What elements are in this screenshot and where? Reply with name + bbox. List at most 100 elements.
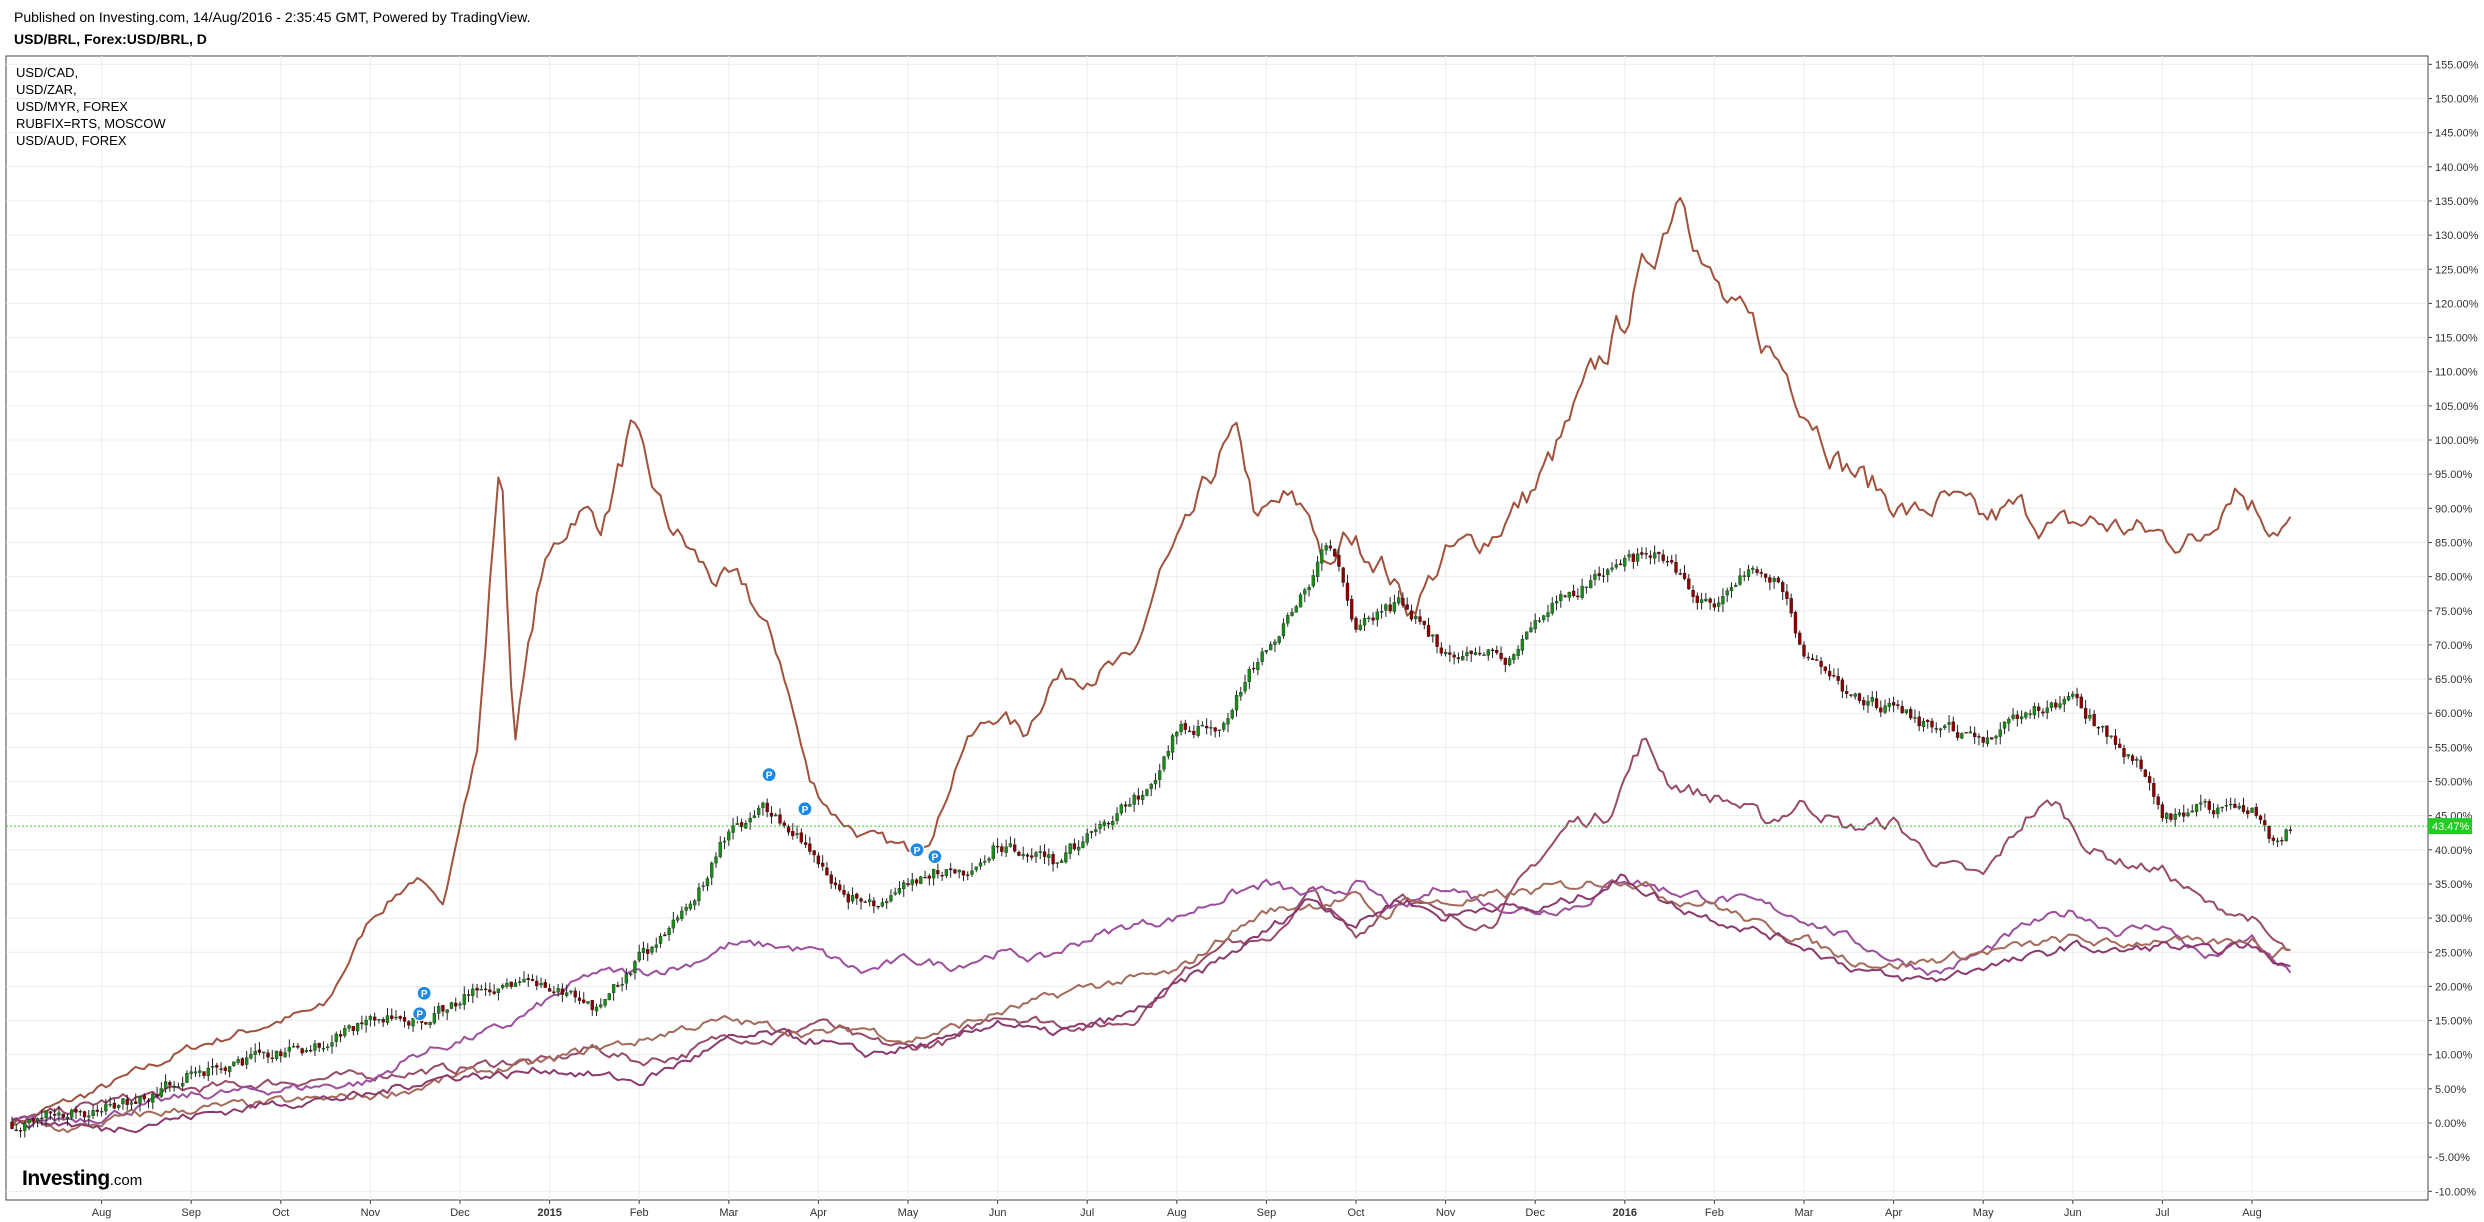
candle-body	[347, 1025, 351, 1029]
candle-body	[172, 1085, 176, 1088]
candle-body	[1384, 604, 1388, 611]
candle-body	[2135, 758, 2139, 761]
candle-body	[1273, 641, 1277, 645]
candle-body	[462, 994, 466, 1005]
candle-body	[2062, 699, 2066, 705]
symbol-title[interactable]: USD/BRL, Forex:USD/BRL, D	[14, 31, 207, 47]
candle-body	[2049, 702, 2054, 708]
candle-body	[108, 1104, 112, 1106]
candle-body	[1414, 615, 1418, 620]
series-line	[11, 880, 2291, 1134]
candle-body	[1435, 634, 1439, 647]
candle-body	[1840, 679, 1845, 692]
y-tick-label: 85.00%	[2435, 537, 2473, 549]
candle-body	[2130, 755, 2135, 761]
candle-body	[2258, 815, 2263, 821]
candle-body	[966, 874, 970, 876]
candle-body	[577, 997, 582, 1001]
candle-body	[304, 1050, 309, 1053]
candle-body	[1832, 675, 1836, 677]
candle-body	[1563, 595, 1567, 597]
candle-body	[10, 1121, 14, 1129]
candle-body	[287, 1047, 291, 1052]
candle-body	[1298, 594, 1303, 608]
y-tick-label: 135.00%	[2435, 196, 2479, 208]
candle-body	[61, 1113, 65, 1118]
candle-body	[1392, 602, 1397, 612]
candle-body	[1141, 795, 1145, 800]
candle-body	[2152, 783, 2156, 797]
x-tick-label: 2015	[537, 1207, 561, 1219]
candle-body	[1000, 846, 1004, 852]
candle-body	[1085, 833, 1089, 843]
candle-body	[970, 870, 974, 875]
candle-body	[227, 1066, 232, 1073]
event-marker-icon[interactable]	[927, 849, 943, 865]
candle-body	[603, 998, 607, 1006]
y-tick-label: 105.00%	[2435, 401, 2479, 413]
y-tick-label: 30.00%	[2435, 913, 2473, 925]
candle-body	[1614, 564, 1618, 568]
candle-body	[914, 879, 919, 884]
candle-body	[1909, 709, 1913, 719]
candle-body	[488, 989, 492, 993]
candle-body	[987, 858, 991, 861]
candle-body	[1205, 725, 1209, 729]
legend-item-usd-zar[interactable]: USD/ZAR,	[16, 82, 77, 97]
legend-item-usd-cad[interactable]: USD/CAD,	[16, 65, 79, 80]
candle-body	[701, 885, 705, 887]
candle-body	[1247, 669, 1251, 682]
candle-body	[2024, 712, 2028, 718]
y-tick-label: 55.00%	[2435, 742, 2473, 754]
candle-body	[1034, 852, 1038, 857]
y-tick-label: 75.00%	[2435, 606, 2473, 618]
candle-body	[1938, 728, 1943, 731]
candle-body	[590, 1000, 594, 1011]
y-tick-label: 25.00%	[2435, 947, 2473, 959]
candle-body	[1209, 727, 1213, 729]
candle-body	[2211, 810, 2216, 815]
investing-logo[interactable]: Investing.com	[22, 1167, 142, 1191]
legend-item-usd-aud[interactable]: USD/AUD, FOREX	[16, 133, 127, 148]
candle-body	[1465, 651, 1469, 656]
candle-body	[1682, 572, 1687, 579]
event-marker-icon[interactable]	[416, 985, 432, 1001]
candle-body	[765, 802, 769, 813]
candle-body	[1013, 844, 1017, 852]
candle-body	[44, 1110, 48, 1119]
legend-item-rubfix[interactable]: RUBFIX=RTS, MOSCOW	[16, 116, 166, 131]
event-marker-icon[interactable]	[797, 801, 813, 817]
candle-body	[1930, 720, 1934, 728]
y-tick-label: 130.00%	[2435, 230, 2479, 242]
candle-body	[1358, 624, 1362, 630]
y-tick-label: 50.00%	[2435, 777, 2473, 789]
candle-body	[1798, 632, 1802, 645]
candle-body	[129, 1102, 134, 1105]
time-axis[interactable]: Aug Sep Oct Nov Dec 2015 Feb Mar Apr May Jun Jul Aug…	[92, 1200, 2262, 1219]
event-marker-icon[interactable]	[909, 842, 925, 858]
candle-body	[859, 898, 863, 902]
event-marker-icon[interactable]	[761, 767, 777, 783]
candle-body	[1499, 652, 1503, 659]
candle-body	[863, 901, 867, 903]
price-axis[interactable]: -10.00% -5.00% 0.00% 5.00% 10.00% 15.00% 20.00…	[2428, 59, 2479, 1198]
candle-body	[1742, 575, 1746, 577]
candle-body	[675, 917, 680, 921]
candle-body	[1520, 639, 1525, 651]
x-tick-label: Jul	[2155, 1207, 2169, 1219]
candle-body	[739, 822, 744, 828]
candle-body	[1977, 736, 1981, 738]
event-marker-icon[interactable]	[412, 1006, 428, 1022]
candle-body	[1567, 591, 1571, 598]
legend-item-usd-myr[interactable]: USD/MYR, FOREX	[16, 99, 128, 114]
candle-body	[509, 981, 513, 987]
candle-body	[2066, 696, 2071, 701]
candle-body	[215, 1065, 219, 1068]
candle-body	[428, 1021, 432, 1026]
candle-body	[185, 1073, 189, 1083]
candle-body	[2169, 813, 2173, 820]
candle-body	[432, 1013, 437, 1024]
candle-body	[1094, 829, 1098, 832]
